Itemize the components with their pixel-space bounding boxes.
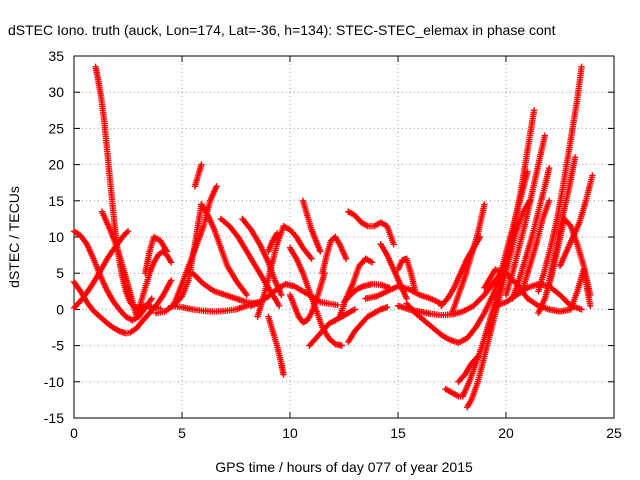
data-series-47 — [556, 172, 596, 270]
data-series-10 — [191, 161, 205, 190]
x-axis-label: GPS time / hours of day 077 of year 2015 — [215, 459, 473, 475]
data-point — [213, 183, 220, 190]
x-tick-label: 15 — [390, 425, 406, 441]
data-series-30 — [362, 283, 445, 307]
y-tick-label: 20 — [48, 157, 64, 173]
data-series-25 — [336, 255, 376, 320]
x-tick-label: 0 — [70, 425, 78, 441]
data-series-31 — [394, 255, 419, 295]
data-point — [278, 291, 285, 299]
data-point — [308, 255, 315, 262]
chart-title: dSTEC Iono. truth (auck, Lon=174, Lat=-3… — [8, 22, 556, 38]
data-series-41 — [502, 132, 549, 299]
data-series — [70, 63, 596, 411]
data-series-16 — [265, 313, 287, 378]
data-point — [481, 201, 488, 208]
data-series-18 — [265, 230, 281, 255]
data-point — [546, 165, 553, 172]
grid-lines — [74, 56, 614, 418]
data-point — [342, 255, 350, 262]
data-point — [384, 304, 391, 311]
data-point — [124, 228, 132, 235]
data-point — [280, 371, 287, 378]
data-series-19 — [247, 280, 341, 309]
y-tick-label: -15 — [44, 410, 64, 426]
data-point — [474, 353, 482, 360]
data-point — [571, 154, 579, 161]
data-point — [317, 248, 324, 255]
data-series-26 — [340, 280, 393, 306]
data-point — [198, 161, 205, 168]
data-series-14 — [217, 215, 283, 309]
y-tick-label: 15 — [48, 193, 64, 209]
data-series-24 — [319, 233, 350, 277]
data-series-42 — [509, 165, 553, 302]
data-point — [334, 301, 341, 309]
data-series-17 — [254, 222, 315, 320]
data-point — [338, 342, 346, 349]
data-series-38 — [455, 353, 482, 385]
data-series-35 — [448, 201, 488, 317]
data-point — [587, 302, 594, 309]
data-point — [589, 172, 596, 179]
y-tick-label: 10 — [48, 229, 64, 245]
y-tick-label: 25 — [48, 120, 64, 136]
data-series-7 — [142, 233, 171, 277]
data-point — [390, 241, 397, 248]
data-point — [273, 230, 281, 237]
y-tick-label: 0 — [56, 301, 64, 317]
x-tick-label: 5 — [178, 425, 186, 441]
data-point — [578, 63, 585, 71]
x-tick-label: 25 — [606, 425, 622, 441]
data-point — [168, 277, 175, 284]
data-series-27 — [345, 304, 391, 346]
y-tick-label: 35 — [48, 48, 64, 64]
data-point — [168, 259, 175, 266]
data-point — [578, 306, 585, 313]
data-series-2 — [70, 228, 155, 324]
data-point — [163, 248, 171, 255]
data-point — [368, 259, 376, 266]
data-point — [541, 132, 549, 139]
y-tick-label: 30 — [48, 84, 64, 100]
data-series-28 — [345, 208, 397, 248]
data-series-9 — [198, 201, 250, 299]
y-tick-label: -5 — [52, 338, 65, 354]
data-series-29 — [377, 241, 410, 302]
data-series-22 — [299, 197, 324, 255]
data-series-11 — [170, 183, 220, 309]
x-tick-label: 10 — [282, 425, 298, 441]
data-series-48 — [546, 266, 594, 315]
data-point — [530, 107, 538, 114]
y-tick-label: 5 — [56, 265, 64, 281]
data-point — [524, 168, 531, 176]
axis-ticks: 0 5 10 15 20 25 -15 -10 -5 0 5 10 15 20 25 30 35 — [44, 48, 622, 441]
data-point — [243, 291, 250, 299]
data-series-23 — [286, 270, 328, 326]
data-point — [276, 302, 283, 309]
data-point — [546, 197, 553, 204]
data-series-44 — [535, 63, 585, 295]
data-series-15 — [239, 215, 285, 299]
data-series-43 — [520, 197, 553, 291]
data-point — [351, 306, 358, 313]
data-series-13 — [189, 270, 261, 307]
x-tick-label: 20 — [498, 425, 514, 441]
y-axis-label: dSTEC / TECUs — [6, 186, 22, 288]
data-point — [148, 295, 155, 302]
y-tick-label: -10 — [44, 374, 64, 390]
data-series-36 — [442, 107, 538, 400]
data-point — [412, 288, 419, 295]
